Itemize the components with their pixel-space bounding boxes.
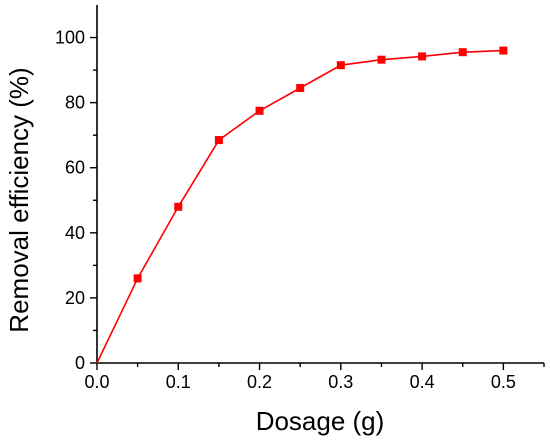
data-point [296, 83, 305, 92]
x-tick-label: 0.5 [491, 372, 516, 392]
data-point [174, 202, 183, 211]
y-tick-label: 0 [75, 353, 85, 373]
x-axis-title: Dosage (g) [256, 406, 385, 436]
data-point [336, 61, 345, 70]
y-axis-title: Removal efficiency (%) [4, 67, 34, 332]
data-point [255, 106, 264, 115]
y-tick-label: 100 [55, 28, 85, 48]
series-line [96, 49, 504, 364]
data-point [418, 52, 427, 61]
data-point [499, 46, 508, 55]
x-tick-label: 0.2 [247, 372, 272, 392]
x-ticks: 0.0 0.1 0.2 0.3 0.4 0.5 [84, 363, 545, 392]
x-tick-label: 0.3 [328, 372, 353, 392]
x-tick-label: 0.4 [410, 372, 435, 392]
axes [96, 5, 544, 364]
y-tick-label: 40 [65, 223, 85, 243]
data-point [458, 48, 467, 57]
data-point [133, 274, 142, 283]
data-point [377, 55, 386, 64]
x-tick-label: 0.0 [84, 372, 109, 392]
y-ticks: 0 20 40 60 80 100 [55, 28, 97, 373]
y-tick-label: 60 [65, 158, 85, 178]
y-tick-label: 80 [65, 93, 85, 113]
y-tick-label: 20 [65, 288, 85, 308]
x-tick-label: 0.1 [166, 372, 191, 392]
series-group [96, 46, 508, 364]
data-point [214, 136, 223, 145]
